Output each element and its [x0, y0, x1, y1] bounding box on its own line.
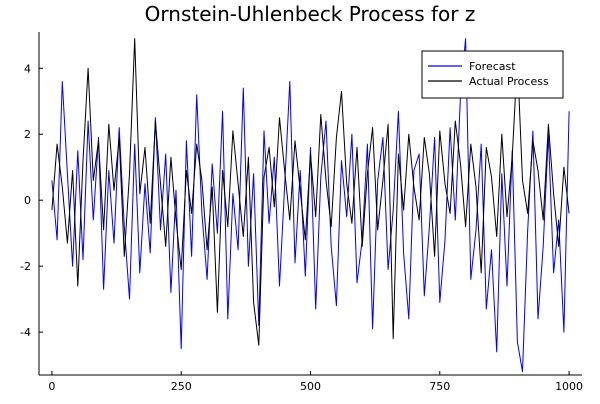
x-tick-label: 750	[429, 380, 450, 393]
y-tick-label: 2	[24, 128, 31, 141]
y-tick-label: 4	[24, 62, 31, 75]
x-tick-label: 500	[300, 380, 321, 393]
axes: 0 250 500 750 1000 4 2 0 -2 -4	[20, 32, 583, 393]
legend-label-actual-process: Actual Process	[469, 75, 549, 88]
series-line-forecast	[51, 38, 570, 373]
series-line-actual-process	[51, 38, 570, 346]
x-tick-label: 250	[171, 380, 192, 393]
legend-label-forecast: Forecast	[469, 60, 516, 73]
x-tick-label: 1000	[555, 380, 583, 393]
y-tick-label: -4	[20, 326, 31, 339]
legend-box	[421, 50, 564, 99]
plot-area	[51, 38, 570, 373]
y-tick-label: 0	[24, 194, 31, 207]
chart-title: Ornstein-Uhlenbeck Process for z	[145, 2, 476, 26]
x-tick-label: 0	[48, 380, 55, 393]
legend: Forecast Actual Process	[421, 50, 564, 99]
y-tick-label: -2	[20, 260, 31, 273]
